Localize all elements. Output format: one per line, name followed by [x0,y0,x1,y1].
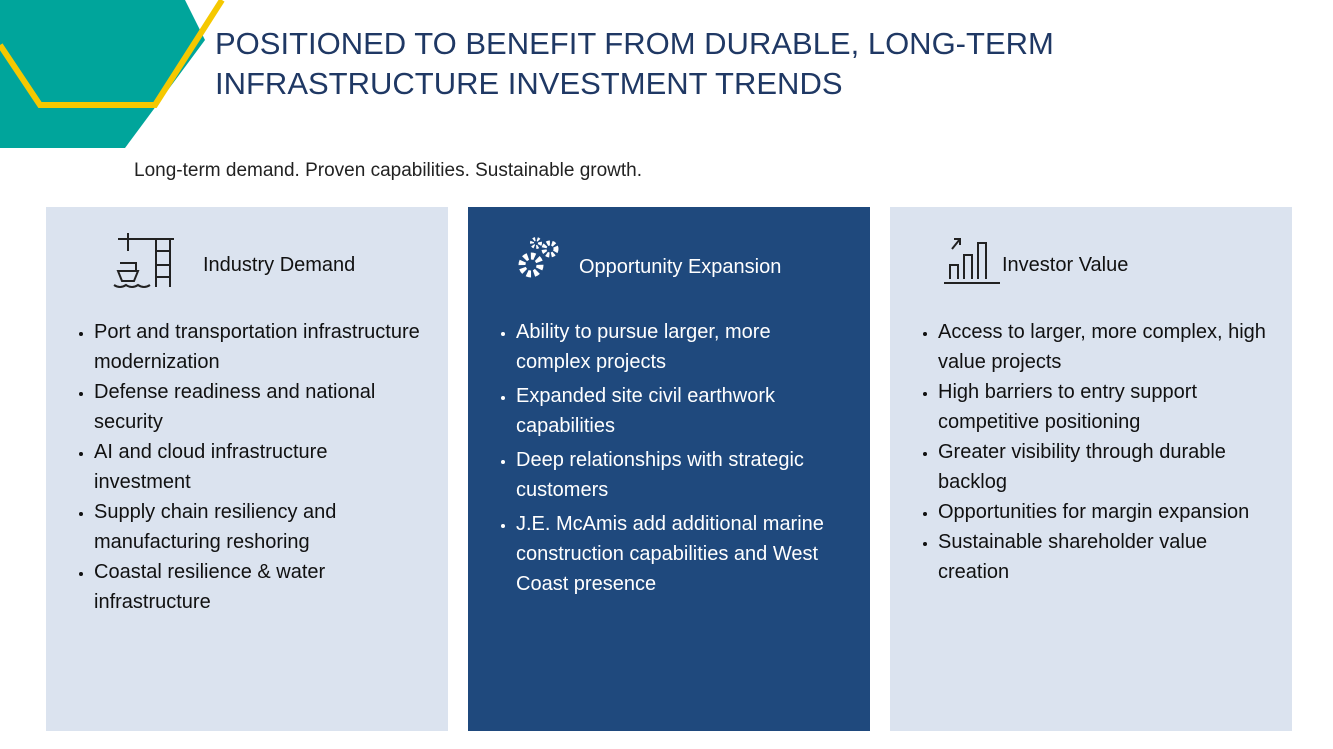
column: Industry Demand Port and transportation … [46,207,448,731]
bullet-item: Defense readiness and national security [94,377,428,437]
bullet-list: Port and transportation infrastructure m… [60,317,428,617]
column-heading: Industry Demand [203,254,356,276]
title: POSITIONED TO BENEFIT FROM DURABLE, LONG… [215,24,1054,104]
title-line: POSITIONED TO BENEFIT FROM DURABLE, LONG… [215,26,1054,61]
bullet-item: Coastal resilience & water infrastructur… [94,557,428,617]
corner-decoration [0,0,225,148]
bullet-item: Supply chain resiliency and manufacturin… [94,497,428,557]
crane-icon [113,233,174,288]
subtitle: Long-term demand. Proven capabilities. S… [134,160,643,181]
column-heading: Investor Value [1002,254,1129,276]
bullet-item: Expanded site civil earthwork capabiliti… [516,381,850,441]
chart-icon [944,238,1000,284]
bullet-item: Opportunities for margin expansion [938,497,1272,527]
bullet-item: J.E. McAmis add additional marine constr… [516,509,850,599]
gears-icon [518,237,559,278]
column: Investor Value Access to larger, more co… [890,207,1292,731]
bullet-item: Deep relationships with strategic custom… [516,445,850,505]
column-heading: Opportunity Expansion [579,256,782,278]
bullet-item: Sustainable shareholder value creation [938,527,1272,587]
bullet-item: Greater visibility through durable backl… [938,437,1272,497]
bullet-list: Access to larger, more complex, high val… [904,317,1272,587]
bullet-item: High barriers to entry support competiti… [938,377,1272,437]
column: Opportunity Expansion Ability to pursue … [468,207,870,731]
bullet-list: Ability to pursue larger, more complex p… [482,317,850,603]
bullet-item: Port and transportation infrastructure m… [94,317,428,377]
title-line: INFRASTRUCTURE INVESTMENT TRENDS [215,66,843,101]
bullet-item: Ability to pursue larger, more complex p… [516,317,850,377]
bullet-item: Access to larger, more complex, high val… [938,317,1272,377]
bullet-item: AI and cloud infrastructure investment [94,437,428,497]
